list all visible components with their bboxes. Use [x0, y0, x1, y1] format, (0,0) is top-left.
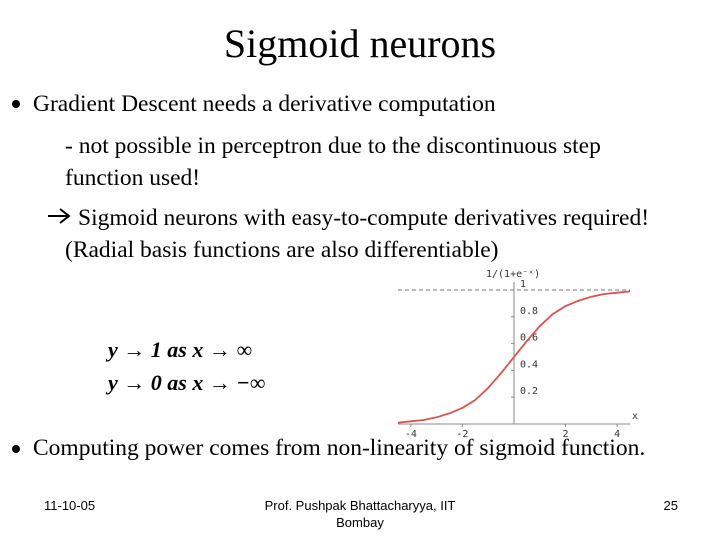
bullet-dot: [12, 445, 20, 453]
y-tick-label: 0.8: [520, 306, 538, 317]
sub-point: - not possible in perceptron due to the …: [65, 133, 601, 191]
x-axis-label: x: [632, 411, 638, 422]
formula: y → 0 as x → −∞: [108, 370, 266, 395]
bullet-text: Gradient Descent needs a derivative comp…: [33, 91, 496, 117]
footer-page: 25: [663, 498, 678, 513]
y-tick-label: 0.4: [520, 359, 538, 370]
x-tick-label: -2: [456, 429, 468, 440]
x-tick-label: 2: [563, 429, 569, 440]
chart-title: 1/(1+e⁻ˣ): [486, 269, 540, 280]
x-tick-label: 4: [614, 429, 620, 440]
x-tick-label: -4: [405, 429, 417, 440]
footer-date: 11-10-05: [44, 498, 96, 513]
sigmoid-chart: 1/(1+e⁻ˣ)x0.20.40.60.81-4 -2 2 4: [397, 269, 638, 440]
footer-author: Prof. Pushpak Bhattacharyya, IIT Bombay: [264, 498, 456, 530]
arrow-icon: [48, 208, 71, 224]
y-tick-label: 0.2: [520, 386, 538, 397]
sigmoid-curve: [397, 290, 631, 424]
formula: y → 1 as x → ∞: [108, 337, 253, 362]
bullet-dot: [12, 100, 20, 108]
slide-title: Sigmoid neurons: [223, 21, 497, 66]
bullet-text: Computing power comes from non-linearity…: [33, 435, 646, 461]
arrow-point: Sigmoid neurons with easy-to-compute der…: [65, 205, 650, 263]
y-tick-label: 1: [520, 279, 526, 290]
